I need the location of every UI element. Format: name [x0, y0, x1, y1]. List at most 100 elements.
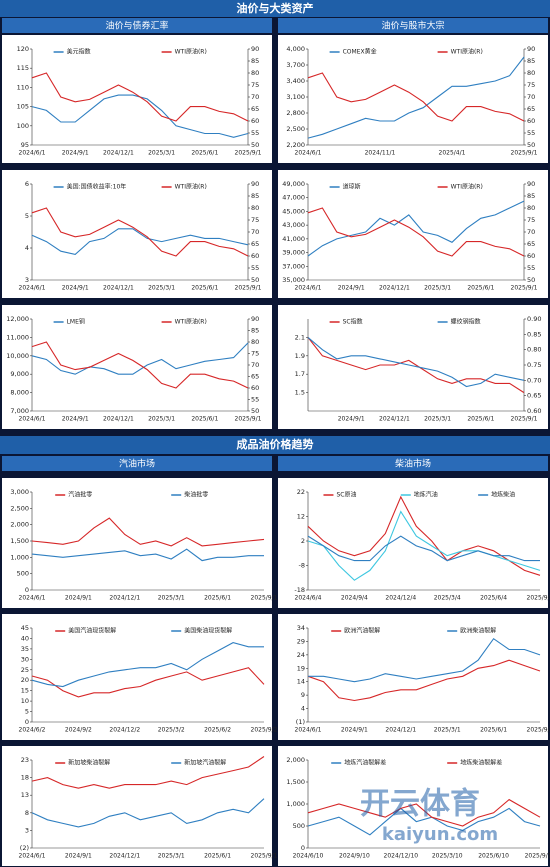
y-tick-label: 9: [301, 691, 305, 699]
legend-label: 螺纹钢指数: [451, 318, 481, 326]
x-tick-label: 2024/6/10: [293, 853, 324, 860]
y-tick-label: 25: [21, 666, 29, 674]
section-title: 成品油价格趋势: [237, 437, 314, 451]
y-tick-label: 4: [301, 705, 305, 713]
legend-label: WTI原油(R): [175, 183, 207, 191]
y-tick-label: 5: [25, 708, 29, 716]
y2-tick-label: 80: [251, 69, 259, 77]
x-tick-label: 2024/6/1: [19, 416, 46, 423]
x-tick-label: 2025/9/1: [235, 285, 262, 292]
y2-tick-label: 80: [527, 69, 535, 77]
x-tick-label: 2024/9/1: [65, 853, 92, 860]
y-tick-label: 11,000: [6, 333, 29, 341]
y-tick-label: 2: [301, 537, 305, 545]
y2-tick-label: 90: [251, 180, 259, 188]
y-tick-label: 2.1: [295, 333, 305, 341]
y2-tick-label: 0.90: [527, 315, 541, 323]
series-line: [307, 207, 525, 257]
y2-tick-label: 0.80: [527, 346, 541, 354]
x-tick-label: 2024/12/10: [384, 853, 419, 860]
x-tick-label: 2025/6/1: [191, 416, 218, 423]
y-tick-label: 3,000: [10, 488, 29, 496]
x-tick-label: 2025/9/4: [527, 595, 550, 602]
series-line: [307, 659, 541, 702]
sub-title: 汽油市场: [119, 458, 155, 470]
x-tick-label: 2025/9/1: [251, 595, 278, 602]
x-tick-label: 2024/6/1: [19, 150, 46, 157]
y-tick-label: 15: [21, 687, 29, 695]
y2-tick-label: 0.60: [527, 407, 541, 415]
y2-tick-label: 80: [251, 338, 259, 346]
x-tick-label: 2024/6/2: [19, 727, 46, 734]
y2-tick-label: 70: [251, 228, 259, 236]
x-tick-label: 2024/12/1: [103, 285, 134, 292]
panel: [2, 170, 272, 298]
legend-label: SC原油: [336, 491, 356, 499]
panel: [278, 305, 548, 429]
y-tick-label: 1.9: [295, 352, 305, 360]
x-tick-label: 2024/9/1: [65, 595, 92, 602]
x-tick-label: 2025/3/10: [432, 853, 463, 860]
legend-label: 美国:国债收益率:10年: [67, 183, 127, 191]
x-tick-label: 2024/9/1: [62, 285, 89, 292]
legend-label: LME铜: [67, 318, 85, 326]
y-tick-label: 3: [25, 826, 29, 834]
y2-tick-label: 50: [527, 141, 535, 149]
y2-tick-label: 90: [251, 315, 259, 323]
y-tick-label: -8: [299, 562, 305, 570]
y-tick-label: 13: [21, 791, 29, 799]
series-line: [307, 56, 525, 139]
y2-tick-label: 80: [251, 204, 259, 212]
y-tick-label: 7,000: [10, 407, 29, 415]
x-tick-label: 2024/6/1: [19, 853, 46, 860]
y-tick-label: 2,000: [286, 756, 305, 764]
panel: [2, 614, 272, 740]
header-bar: [0, 436, 550, 454]
y2-tick-label: 70: [527, 228, 535, 236]
y-tick-label: 19: [297, 664, 305, 672]
series-line: [307, 510, 541, 581]
y-tick-label: 35: [21, 645, 29, 653]
series-line: [31, 207, 249, 257]
y2-tick-label: 60: [251, 117, 259, 125]
x-tick-label: 2025/9/1: [511, 285, 538, 292]
y-tick-label: 2,000: [10, 521, 29, 529]
y2-tick-label: 0.85: [527, 330, 541, 338]
y2-tick-label: 60: [251, 252, 259, 260]
y-tick-label: 30: [21, 655, 29, 663]
series-line: [31, 342, 249, 375]
sub-header: [2, 456, 272, 471]
y-tick-label: 4,000: [286, 45, 305, 53]
panel: [278, 614, 548, 740]
y2-tick-label: 75: [251, 350, 259, 358]
legend-label: 道琼斯: [343, 183, 361, 191]
legend-label: 新加坡汽油裂解: [184, 759, 226, 767]
legend-label: WTI原油(R): [175, 318, 207, 326]
series-line: [307, 337, 525, 394]
y2-tick-label: 70: [251, 361, 259, 369]
y-tick-label: 4: [25, 244, 29, 252]
legend-label: 汽油批零: [68, 491, 92, 499]
x-tick-label: 2024/9/4: [341, 595, 368, 602]
series-line: [307, 798, 541, 827]
y-tick-label: 2,800: [286, 109, 305, 117]
panel: [278, 478, 548, 608]
y-tick-label: 0: [301, 844, 305, 852]
y-tick-label: 1,500: [286, 778, 305, 786]
y2-tick-label: 90: [527, 45, 535, 53]
x-tick-label: 2025/6/1: [191, 285, 218, 292]
x-tick-label: 2024/9/1: [62, 416, 89, 423]
y2-tick-label: 75: [251, 216, 259, 224]
x-tick-label: 2025/6/1: [467, 285, 494, 292]
y2-tick-label: 85: [251, 192, 259, 200]
x-tick-label: 2025/9/2: [251, 727, 278, 734]
series-line: [307, 200, 525, 257]
y2-tick-label: 70: [527, 93, 535, 101]
series-line: [31, 341, 249, 389]
y-tick-label: 3,700: [286, 61, 305, 69]
y-tick-label: 10,000: [6, 352, 29, 360]
x-tick-label: 2025/3/1: [424, 285, 451, 292]
x-tick-label: 2025/6/2: [204, 727, 231, 734]
series-line: [307, 336, 525, 388]
y-tick-label: 105: [17, 103, 29, 111]
